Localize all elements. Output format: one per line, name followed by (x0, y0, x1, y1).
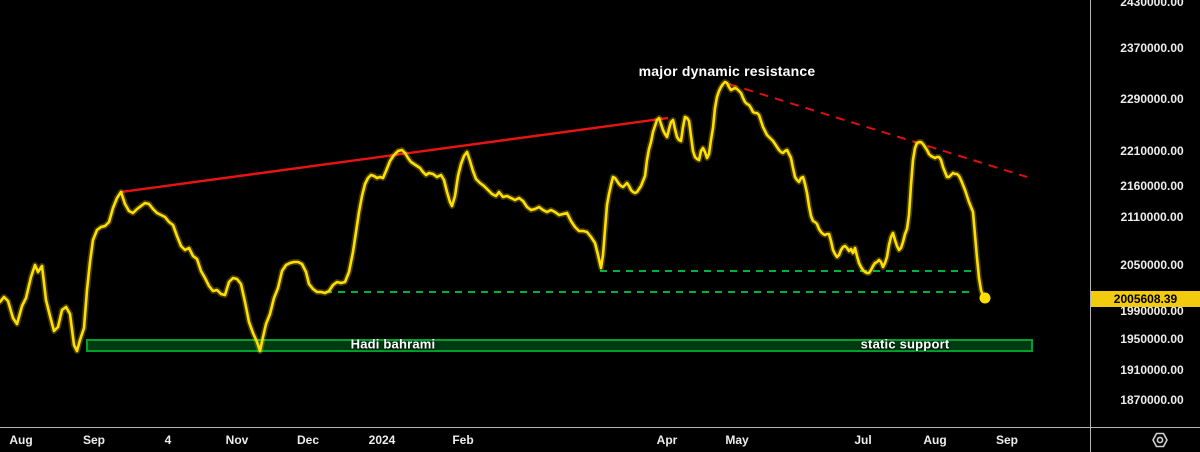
y-axis-tick: 2290000.00 (1120, 92, 1184, 106)
static-support-annotation-label[interactable]: static support (860, 336, 950, 352)
y-axis-tick: 1870000.00 (1120, 393, 1184, 407)
x-axis-tick: Sep (995, 433, 1019, 447)
resistance-trendline-dashed[interactable] (728, 83, 1028, 178)
price-line (0, 80, 987, 353)
x-axis-tick: Jul (854, 433, 872, 447)
y-axis-tick: 1950000.00 (1120, 332, 1184, 346)
x-axis-tick: Nov (225, 433, 249, 447)
y-axis-tick: 1910000.00 (1120, 363, 1184, 377)
y-axis-tick: 2160000.00 (1120, 179, 1184, 193)
x-axis-tick: May (725, 433, 749, 447)
author-annotation-label[interactable]: Hadi bahrami (350, 336, 436, 352)
y-axis-tick: 1990000.00 (1120, 304, 1184, 318)
y-axis-tick: 2210000.00 (1120, 144, 1184, 158)
x-axis-tick: Feb (452, 433, 474, 447)
last-point-marker (979, 292, 991, 304)
x-axis-tick: 4 (164, 433, 172, 447)
y-axis-tick: 2050000.00 (1120, 258, 1184, 272)
x-axis-tick: Sep (82, 433, 106, 447)
x-axis-tick: 2024 (368, 433, 396, 447)
y-axis-tick: 2370000.00 (1120, 41, 1184, 55)
y-axis-tick: 2110000.00 (1120, 210, 1184, 224)
x-axis-tick: Dec (296, 433, 320, 447)
x-axis-tick: Aug (923, 433, 947, 447)
settings-icon-dot (1156, 436, 1164, 444)
x-axis-tick: Apr (656, 433, 678, 447)
price-line-glow (0, 79, 988, 354)
settings-icon[interactable] (1148, 430, 1172, 450)
time-axis[interactable] (0, 427, 1200, 452)
resistance-annotation-label[interactable]: major dynamic resistance (638, 63, 816, 79)
last-price-label: 2005608.39 (1091, 291, 1200, 307)
settings-icon-hexagon (1152, 432, 1168, 448)
static-support-band[interactable] (86, 339, 1033, 352)
x-axis-tick: Aug (9, 433, 33, 447)
y-axis-tick: 2430000.00 (1120, 0, 1184, 9)
